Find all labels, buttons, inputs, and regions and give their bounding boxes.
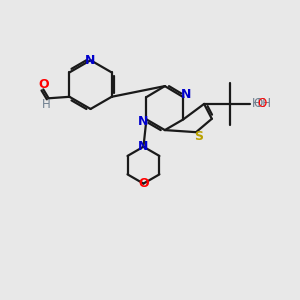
Text: N: N [138, 140, 148, 153]
Text: S: S [194, 130, 203, 143]
Text: N: N [181, 88, 191, 101]
Text: N: N [85, 54, 96, 67]
Text: OH: OH [253, 97, 271, 110]
Text: O: O [39, 78, 50, 92]
Text: O: O [138, 177, 149, 190]
Text: H: H [252, 97, 260, 110]
Text: H: H [42, 98, 51, 111]
Text: O: O [258, 97, 267, 110]
Text: N: N [138, 115, 148, 128]
